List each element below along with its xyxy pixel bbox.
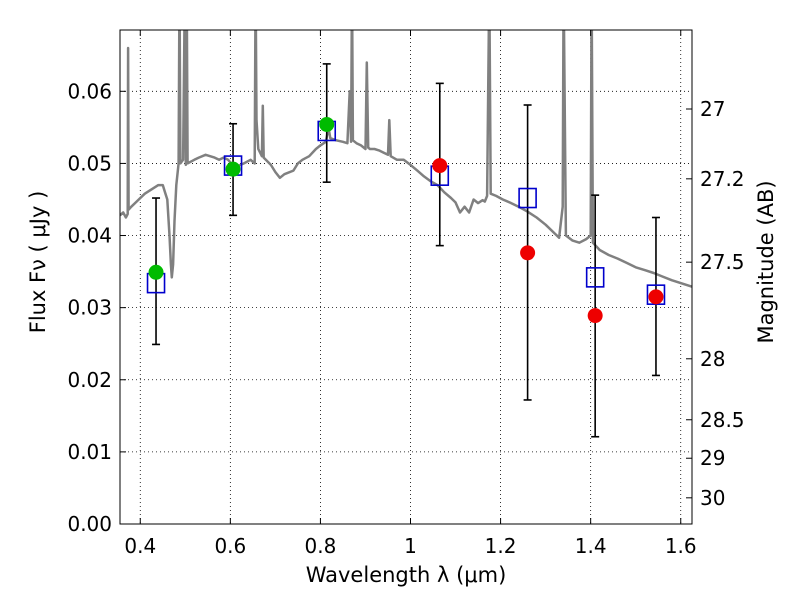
observed-point bbox=[520, 245, 536, 261]
magnitude-tick-label: 27 bbox=[700, 97, 725, 121]
x-tick-label: 1.6 bbox=[665, 534, 697, 558]
magnitude-tick-label: 27.2 bbox=[700, 167, 745, 191]
magnitude-axis-ticks: 27 27.2 27.5 28 28.5 29 30 bbox=[686, 97, 745, 510]
magnitude-tick-label: 29 bbox=[700, 446, 725, 470]
model-spectrum-line bbox=[120, 30, 692, 288]
plot-frame bbox=[119, 29, 693, 525]
y-tick-label: 0.02 bbox=[67, 368, 112, 392]
magnitude-axis-label: Magnitude (AB) bbox=[754, 180, 778, 343]
x-axis-label: Wavelength λ (μm) bbox=[306, 563, 507, 587]
y-tick-label: 0.03 bbox=[67, 296, 112, 320]
plot-background bbox=[120, 30, 692, 524]
observed-points bbox=[148, 116, 664, 324]
y-axis-ticks: 0.00 0.01 0.02 0.03 0.04 0.05 0.06 bbox=[67, 79, 126, 536]
magnitude-tick-label: 30 bbox=[700, 486, 725, 510]
x-axis-ticks: 0.4 0.6 0.8 1 1.2 1.4 1.6 bbox=[124, 30, 697, 558]
magnitude-tick-label: 27.5 bbox=[700, 250, 745, 274]
model-spectrum-layer bbox=[120, 30, 692, 288]
magnitude-tick-label: 28 bbox=[700, 347, 725, 371]
x-tick-label: 1.2 bbox=[485, 534, 517, 558]
observed-point bbox=[225, 161, 241, 177]
x-tick-label: 1.4 bbox=[575, 534, 607, 558]
observed-point bbox=[432, 158, 448, 174]
y-axis-label: Flux Fν ( μJy ) bbox=[26, 191, 50, 334]
y-tick-label: 0.05 bbox=[67, 151, 112, 175]
observed-point bbox=[648, 289, 664, 305]
y-tick-label: 0.04 bbox=[67, 224, 112, 248]
magnitude-tick-label: 28.5 bbox=[700, 408, 745, 432]
x-tick-label: 0.4 bbox=[124, 534, 156, 558]
y-tick-label: 0.06 bbox=[67, 79, 112, 103]
x-tick-label: 0.8 bbox=[305, 534, 337, 558]
model-photometry-box bbox=[585, 267, 605, 288]
observed-point bbox=[319, 116, 335, 132]
observed-point bbox=[148, 264, 164, 280]
x-tick-label: 1 bbox=[404, 534, 417, 558]
model-photometry-box bbox=[518, 187, 537, 209]
y-tick-label: 0.00 bbox=[67, 512, 112, 536]
y-tick-label: 0.01 bbox=[67, 440, 112, 464]
observed-point bbox=[587, 308, 603, 324]
x-tick-label: 0.6 bbox=[214, 534, 246, 558]
